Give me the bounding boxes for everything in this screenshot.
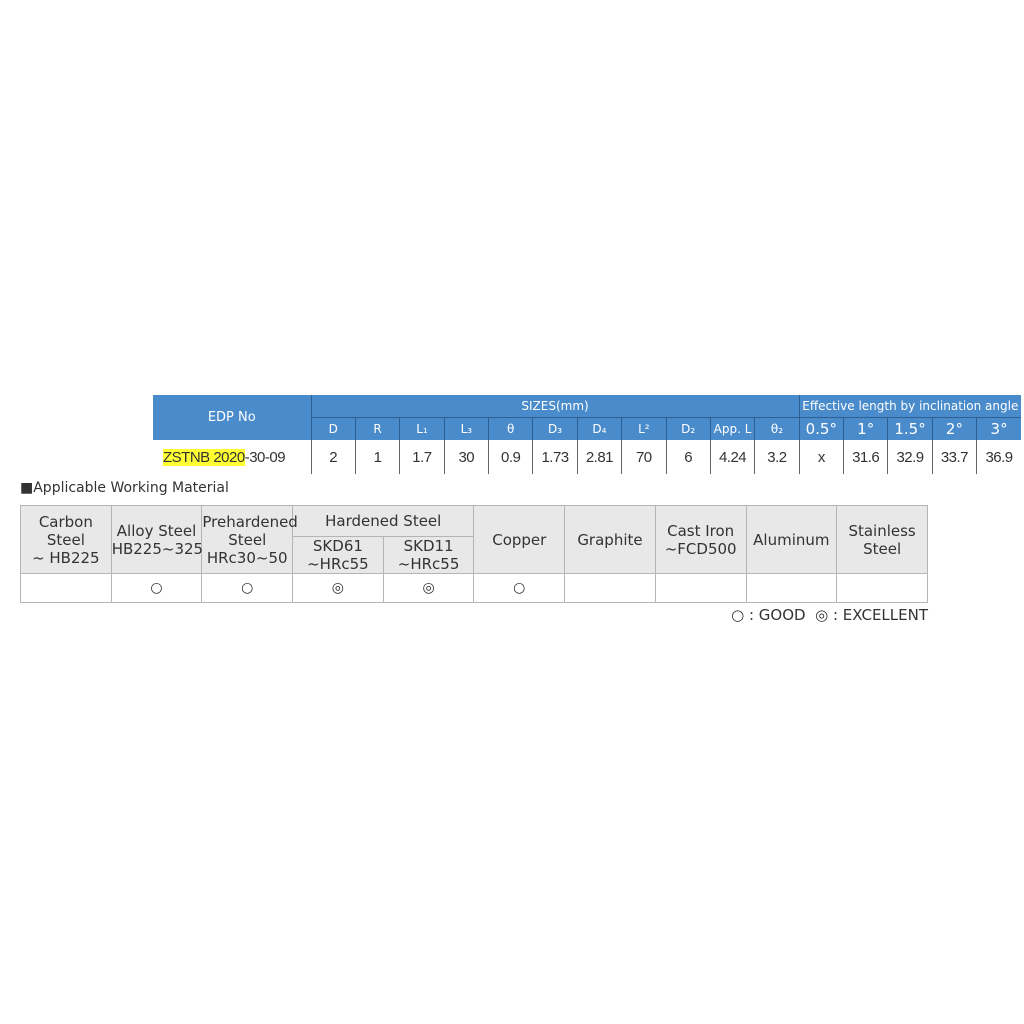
cell-value: 31.6 bbox=[842, 440, 888, 474]
materials-title: ■Applicable Working Material bbox=[20, 480, 229, 496]
rating-cell bbox=[836, 573, 928, 603]
edp-number: ZSTNB 2020-30-09 bbox=[163, 448, 286, 466]
column-header: 0.5° bbox=[798, 417, 844, 440]
cell-value: 2 bbox=[310, 440, 356, 474]
rating-cell: ○ bbox=[201, 573, 294, 603]
cell-value: 32.9 bbox=[887, 440, 933, 474]
rating-cell bbox=[564, 573, 656, 603]
column-header: L₃ bbox=[443, 417, 489, 440]
sizes-header: SIZES(mm) bbox=[310, 395, 800, 418]
material-header: Copper bbox=[473, 505, 566, 574]
column-header: L₁ bbox=[399, 417, 445, 440]
cell-value: 2.81 bbox=[576, 440, 622, 474]
material-header: Stainless Steel bbox=[836, 505, 928, 574]
rating-cell: ◎ bbox=[292, 573, 384, 603]
material-header: Hardened Steel bbox=[292, 505, 475, 537]
column-header: R bbox=[354, 417, 400, 440]
cell-value: 6 bbox=[665, 440, 711, 474]
cell-value: 3.2 bbox=[754, 440, 800, 474]
material-header: Cast Iron ~FCD500 bbox=[654, 505, 747, 574]
materials-table: Carbon Steel ~ HB225 Alloy Steel HB225~32… bbox=[20, 505, 928, 603]
column-header: D₃ bbox=[532, 417, 578, 440]
column-header: θ₂ bbox=[754, 417, 800, 440]
rating-cell bbox=[654, 573, 747, 603]
column-header: 1.5° bbox=[887, 417, 933, 440]
column-header: L² bbox=[621, 417, 666, 440]
material-header: Graphite bbox=[564, 505, 656, 574]
cell-value: 1 bbox=[354, 440, 400, 474]
cell-value: x bbox=[798, 440, 844, 474]
rating-cell bbox=[20, 573, 112, 603]
column-header: 2° bbox=[931, 417, 977, 440]
cell-value: 1.73 bbox=[532, 440, 578, 474]
column-header: 3° bbox=[976, 417, 1021, 440]
hardened-subheader: SKD11 ~HRc55 bbox=[382, 536, 475, 574]
material-header: Alloy Steel HB225~325 bbox=[110, 505, 203, 574]
column-header: 1° bbox=[842, 417, 888, 440]
material-header: Prehardened Steel HRc30~50 bbox=[201, 505, 298, 574]
hardened-subheader: SKD61 ~HRc55 bbox=[292, 536, 384, 574]
rating-cell bbox=[745, 573, 838, 603]
column-header: D₄ bbox=[576, 417, 622, 440]
cell-value: 4.24 bbox=[709, 440, 755, 474]
column-header: θ bbox=[487, 417, 533, 440]
cell-value: 30 bbox=[443, 440, 489, 474]
column-header: D₂ bbox=[665, 417, 711, 440]
cell-value: 70 bbox=[621, 440, 666, 474]
material-header: Carbon Steel ~ HB225 bbox=[20, 505, 112, 574]
rating-cell: ○ bbox=[473, 573, 566, 603]
rating-cell: ○ bbox=[110, 573, 203, 603]
column-header: D bbox=[310, 417, 356, 440]
rating-cell: ◎ bbox=[382, 573, 475, 603]
cell-value: 33.7 bbox=[931, 440, 977, 474]
column-header: App. L bbox=[709, 417, 755, 440]
cell-value: 1.7 bbox=[399, 440, 445, 474]
rating-legend: ○ : GOOD ◎ : EXCELLENT bbox=[731, 606, 928, 624]
material-header: Aluminum bbox=[745, 505, 838, 574]
angle-header: Effective length by inclination angle bbox=[798, 395, 1021, 418]
spec-table: EDP No SIZES(mm) Effective length by inc… bbox=[153, 395, 1021, 474]
edp-header: EDP No bbox=[153, 395, 311, 440]
cell-value: 0.9 bbox=[487, 440, 533, 474]
cell-value: 36.9 bbox=[976, 440, 1021, 474]
